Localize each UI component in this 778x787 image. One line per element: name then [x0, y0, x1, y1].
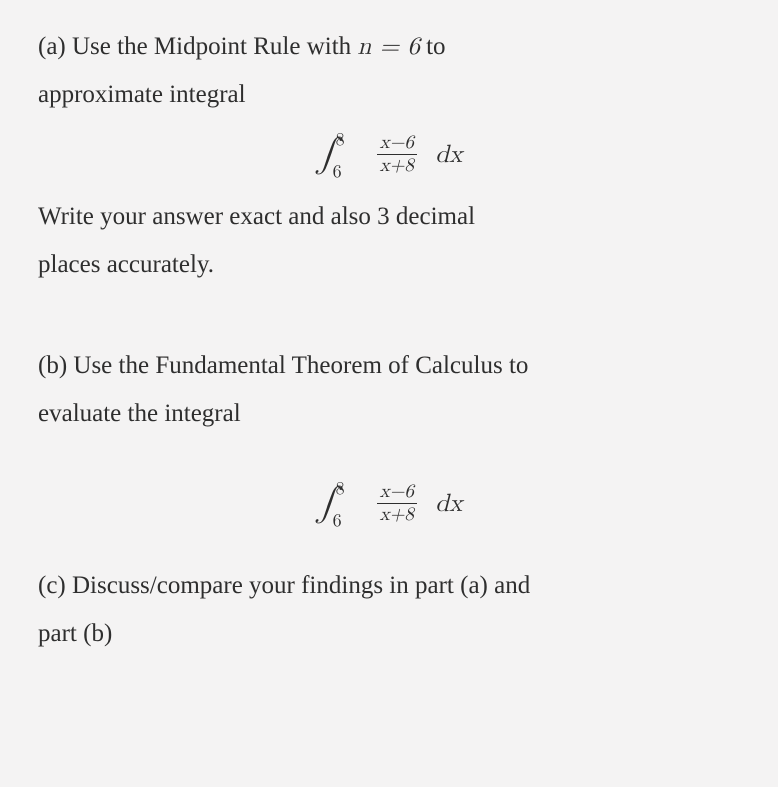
part-a-line-1: (a) Use the Midpoint Rule with n = 6 to [38, 28, 740, 66]
part-a-n-eq: n = 6 [357, 34, 419, 59]
part-a-instruction-1: Write your answer exact and also 3 decim… [38, 198, 740, 236]
frac-den-a: x+8 [377, 156, 417, 176]
integral-symbol-b: ∫ 8 6 [316, 478, 339, 529]
dx-b: dx [435, 485, 462, 523]
fraction-a: x−6 x+8 [377, 133, 417, 176]
int-upper-a: 8 [336, 127, 345, 154]
part-a-line-2: approximate integral [38, 76, 740, 114]
part-b-line-2: evaluate the integral [38, 395, 740, 433]
dx-a: dx [435, 136, 462, 174]
part-a-prefix: (a) Use the Midpoint Rule with [38, 33, 357, 60]
int-lower-a: 6 [333, 159, 342, 186]
gap-ab [38, 293, 740, 347]
integral-part-b: ∫ 8 6 x−6 x+8 dx [38, 478, 740, 529]
gap-bc [38, 547, 740, 567]
integral-symbol-a: ∫ 8 6 [316, 129, 339, 180]
int-upper-b: 8 [336, 476, 345, 503]
frac-num-a: x−6 [377, 133, 417, 153]
gap-b-eq [38, 442, 740, 462]
int-lower-b: 6 [333, 508, 342, 535]
integral-part-a: ∫ 8 6 x−6 x+8 dx [38, 129, 740, 180]
frac-den-b: x+8 [377, 505, 417, 525]
part-a-suffix: to [420, 33, 446, 60]
part-a-instruction-2: places accurately. [38, 246, 740, 284]
fraction-b: x−6 x+8 [377, 482, 417, 525]
frac-line-b [377, 503, 417, 504]
part-c-line-2: part (b) [38, 615, 740, 653]
frac-line-a [377, 154, 417, 155]
part-c-line-1: (c) Discuss/compare your findings in par… [38, 567, 740, 605]
frac-num-b: x−6 [377, 482, 417, 502]
part-b-line-1: (b) Use the Fundamental Theorem of Calcu… [38, 347, 740, 385]
